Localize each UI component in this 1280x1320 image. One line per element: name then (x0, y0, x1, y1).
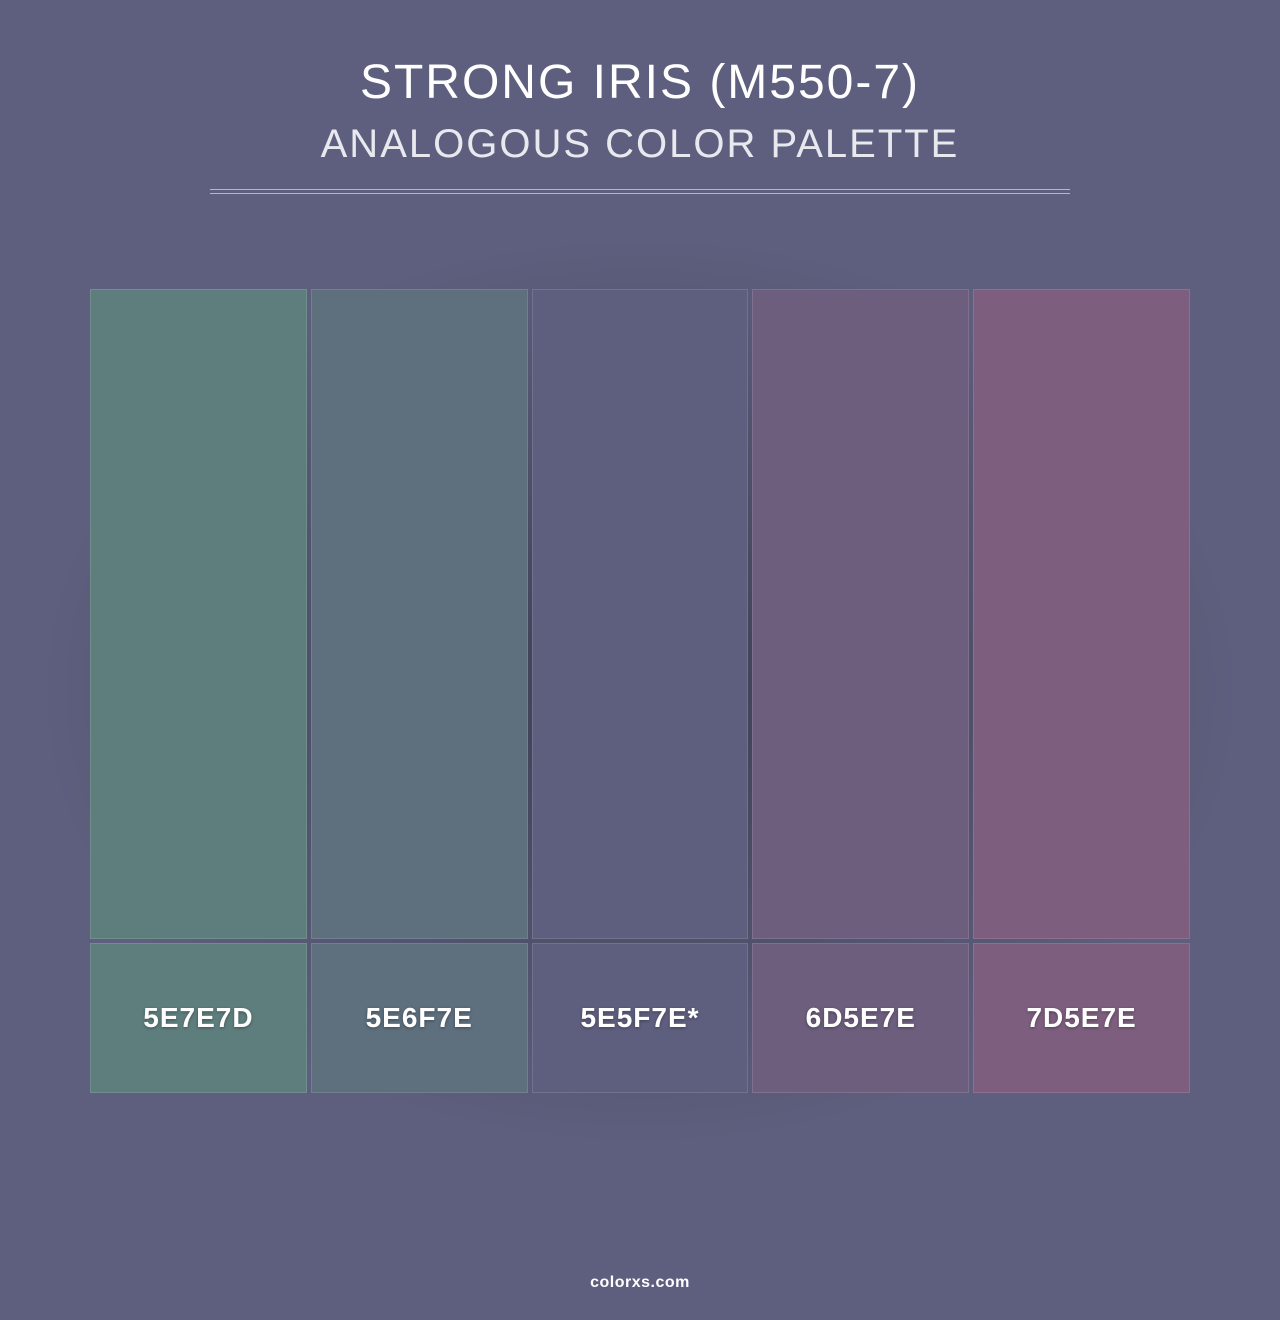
color-palette: 5E7E7D 5E6F7E 5E5F7E* 6D5E7E 7D5E7E (90, 289, 1190, 1093)
swatch-hex-label: 5E7E7D (143, 1002, 253, 1034)
swatch-bottom: 6D5E7E (752, 943, 969, 1093)
swatch-hex-label: 5E5F7E* (580, 1002, 699, 1034)
palette-container: 5E7E7D 5E6F7E 5E5F7E* 6D5E7E 7D5E7E (90, 289, 1190, 1093)
swatch-hex-label: 5E6F7E (366, 1002, 473, 1034)
swatch-column: 5E5F7E* (532, 289, 749, 1093)
swatch-column: 5E7E7D (90, 289, 307, 1093)
swatch-bottom: 5E7E7D (90, 943, 307, 1093)
swatch-hex-label: 6D5E7E (806, 1002, 916, 1034)
swatch-bottom: 5E5F7E* (532, 943, 749, 1093)
swatch-top (973, 289, 1190, 939)
swatch-hex-label: 7D5E7E (1026, 1002, 1136, 1034)
swatch-top (311, 289, 528, 939)
page-title: STRONG IRIS (M550-7) (210, 55, 1070, 110)
swatch-column: 5E6F7E (311, 289, 528, 1093)
swatch-top (752, 289, 969, 939)
swatch-column: 7D5E7E (973, 289, 1190, 1093)
header-rule (210, 189, 1070, 194)
page-subtitle: ANALOGOUS COLOR PALETTE (210, 122, 1070, 167)
swatch-top (532, 289, 749, 939)
swatch-bottom: 5E6F7E (311, 943, 528, 1093)
footer-credit: colorxs.com (0, 1274, 1280, 1292)
swatch-bottom: 7D5E7E (973, 943, 1190, 1093)
header: STRONG IRIS (M550-7) ANALOGOUS COLOR PAL… (210, 0, 1070, 194)
swatch-top (90, 289, 307, 939)
swatch-column: 6D5E7E (752, 289, 969, 1093)
